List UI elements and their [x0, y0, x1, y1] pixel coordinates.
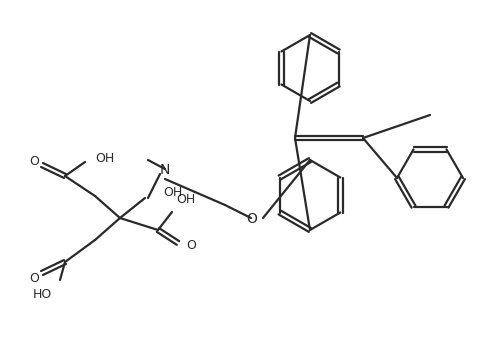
Text: OH: OH [163, 186, 182, 198]
Text: HO: HO [33, 288, 52, 301]
Text: OH: OH [95, 151, 114, 165]
Text: O: O [246, 212, 257, 226]
Text: OH: OH [176, 193, 195, 206]
Text: O: O [186, 238, 196, 251]
Text: O: O [29, 272, 39, 285]
Text: N: N [160, 163, 170, 177]
Text: O: O [29, 155, 39, 167]
